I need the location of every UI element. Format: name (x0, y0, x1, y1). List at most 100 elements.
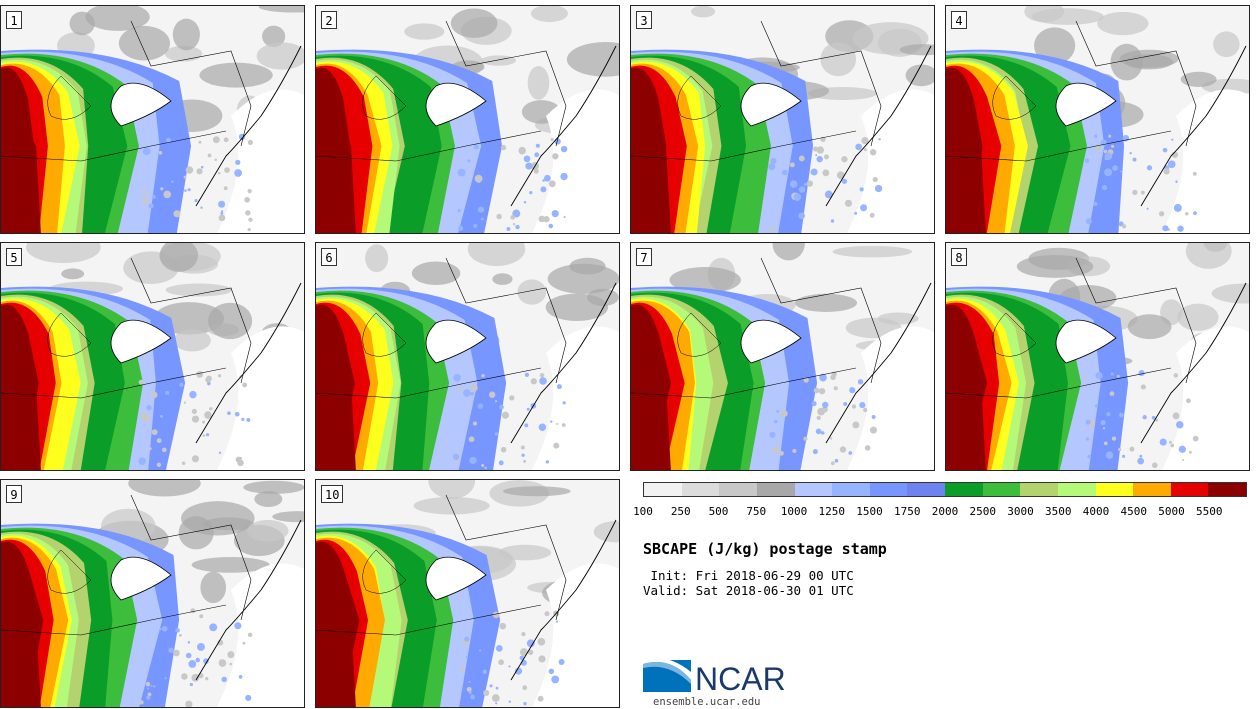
cape-speckle (247, 228, 251, 232)
cape-speckle (218, 659, 227, 667)
cape-speckle (156, 438, 162, 444)
cape-speckle (789, 162, 795, 168)
colorbar-swatch (644, 483, 682, 496)
cape-speckle (1087, 454, 1092, 459)
ocean-area (216, 563, 304, 707)
colorbar-swatch (869, 483, 908, 496)
colorbar-tick-label: 500 (708, 505, 729, 518)
cape-speckle (1168, 440, 1172, 444)
cape-speckle (523, 155, 531, 163)
cape-core (321, 128, 356, 233)
cape-speckle (161, 447, 167, 453)
cape-speckle (769, 431, 776, 438)
cape-speckle (1095, 386, 1099, 390)
cape-speckle (1103, 441, 1108, 446)
cape-map (631, 6, 934, 233)
low-cape-area (272, 511, 304, 523)
cape-speckle (819, 373, 827, 382)
low-cape-area (1211, 283, 1249, 304)
cape-speckle (179, 382, 184, 387)
cape-speckle (509, 395, 515, 401)
cape-speckle (1178, 445, 1186, 453)
cape-speckle (457, 168, 466, 177)
cape-speckle (527, 649, 534, 655)
low-cape-area (1127, 314, 1172, 340)
cape-speckle (1085, 437, 1090, 441)
low-cape-area (566, 41, 619, 77)
low-cape-area (26, 243, 101, 264)
cape-speckle (1106, 412, 1111, 417)
cape-speckle (477, 206, 485, 213)
cape-speckle (181, 461, 186, 465)
lake-outline (677, 312, 722, 357)
cape-speckle (524, 423, 529, 428)
cape-speckle (1085, 419, 1091, 425)
ocean-area (531, 89, 619, 233)
cape-speckle (145, 681, 151, 687)
cape-speckle (159, 628, 162, 631)
cape-speckle (556, 384, 562, 390)
cape-speckle (453, 373, 461, 382)
cape-speckle (508, 700, 511, 703)
cape-speckle (1122, 454, 1126, 458)
cape-speckle (183, 401, 187, 404)
cape-speckle (555, 620, 559, 623)
cape-speckle (470, 384, 478, 392)
cape-speckle (1182, 458, 1185, 461)
cape-speckle (467, 159, 471, 163)
cape-speckle (551, 210, 559, 218)
cape-speckle (477, 403, 484, 409)
cape-speckle (560, 172, 568, 181)
cape-speckle (1129, 446, 1135, 452)
member-panel: 7 (630, 242, 935, 471)
cape-speckle (1093, 201, 1098, 206)
cape-speckle (1163, 168, 1170, 175)
cape-speckle (830, 461, 835, 466)
member-label: 4 (951, 11, 967, 29)
cape-speckle (245, 210, 251, 216)
border-line (946, 367, 1172, 399)
cape-speckle (830, 374, 836, 381)
ocean-area (216, 89, 304, 233)
cape-speckle (1093, 134, 1098, 139)
ncar-logo: NCAR (643, 657, 786, 694)
cape-speckle (774, 419, 778, 424)
coastline (195, 282, 302, 444)
cape-speckle (183, 175, 187, 179)
cape-speckle (508, 665, 511, 668)
cape-speckle (1158, 211, 1165, 217)
cape-speckle (235, 159, 241, 166)
border-line (445, 257, 567, 384)
cape-speckle (173, 210, 181, 218)
colorbar-swatch (681, 483, 720, 496)
cape-speckle (556, 422, 559, 425)
low-cape-area (258, 6, 304, 13)
cape-speckle (1140, 190, 1145, 195)
colorbar-tick-label: 1250 (818, 505, 846, 518)
cape-speckle (843, 401, 848, 406)
cape-speckle (241, 417, 245, 421)
cape-speckle (223, 186, 228, 191)
cape-speckle (209, 623, 218, 632)
colorbar-tick-label: 5000 (1158, 505, 1185, 518)
cape-speckle (815, 428, 822, 435)
cape-speckle (247, 189, 252, 194)
cape-speckle (1192, 171, 1197, 176)
low-cape-area (191, 557, 270, 573)
colorbar-swatch (832, 483, 870, 496)
cape-speckle (1151, 462, 1158, 469)
cape-speckle (521, 631, 526, 637)
cape-speckle (246, 418, 251, 422)
cape-speckle (468, 680, 471, 684)
cape-speckle (1094, 404, 1099, 408)
cape-speckle (146, 695, 151, 700)
cape-speckle (500, 144, 507, 151)
low-cape-area (669, 267, 741, 294)
cape-speckle (852, 421, 860, 429)
ocean-area (216, 326, 304, 470)
cape-speckle (140, 412, 148, 420)
cape-speckle (245, 694, 252, 702)
cape-speckle (204, 411, 212, 419)
border-line (445, 494, 567, 621)
low-cape-area (247, 519, 289, 542)
